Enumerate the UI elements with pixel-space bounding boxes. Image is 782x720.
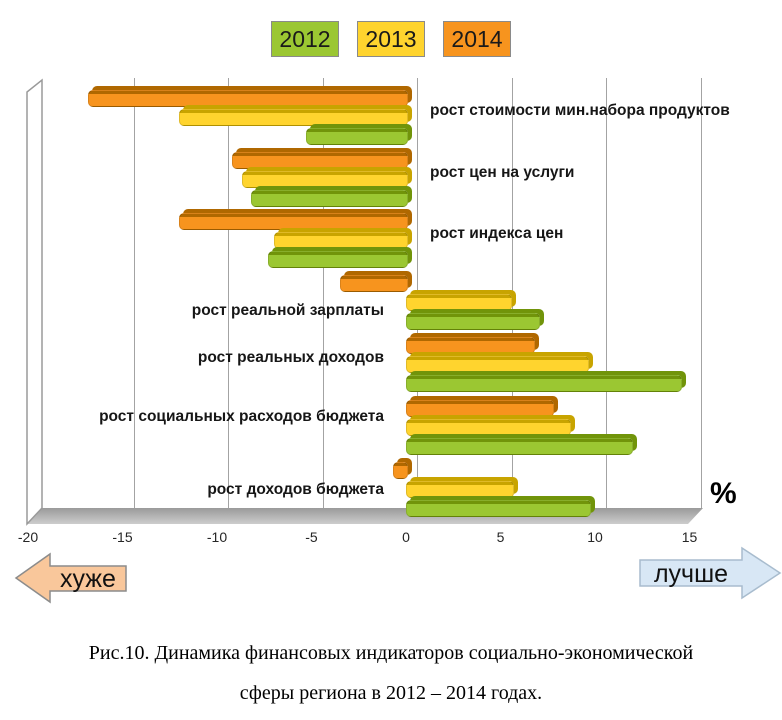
x-tick-label--20: -20 [17, 529, 39, 545]
worse-arrow: хуже [14, 552, 127, 604]
bar-2012-category-3 [406, 313, 541, 330]
bar-2012-category-1 [251, 190, 408, 207]
bar-2013-category-2 [273, 232, 408, 249]
bar-2013-category-4 [406, 356, 590, 373]
bar-2012-category-6 [406, 500, 592, 517]
bar-2012-category-5 [406, 438, 633, 455]
bar-2013-category-1 [241, 171, 408, 188]
category-label-6: рост доходов бюджета [207, 481, 384, 498]
bar-2013-category-0 [179, 109, 408, 126]
bar-2014-category-3 [339, 275, 408, 292]
bar-2012-category-2 [268, 251, 408, 268]
legend-item-2012: 2012 [271, 21, 339, 57]
x-tick-label-5: 5 [496, 529, 505, 545]
legend-label-2012: 2012 [279, 25, 331, 52]
x-tick-label-0: 0 [402, 529, 410, 545]
percent-axis-unit-label: % [710, 477, 737, 510]
category-label-5: рост социальных расходов бюджета [99, 408, 384, 425]
gridline-0 [417, 78, 418, 508]
gridline--5 [322, 78, 324, 508]
gridline-15 [700, 78, 702, 508]
worse-arrow-label: хуже [60, 565, 116, 593]
better-arrow: лучше [639, 546, 782, 600]
bar-2014-category-4 [406, 337, 535, 354]
caption-line-2: сферы региона в 2012 – 2014 годах. [239, 682, 543, 704]
x-tick-label-15: 15 [681, 529, 698, 545]
category-label-4: рост реальных доходов [197, 349, 384, 366]
left-arrow-icon [14, 552, 127, 604]
bar-2014-category-6 [392, 462, 408, 479]
legend-item-2014: 2014 [443, 21, 511, 57]
bar-2014-category-2 [179, 213, 408, 230]
category-label-0: рост стоимости мин.набора продуктов [430, 102, 730, 119]
bar-2013-category-6 [406, 481, 514, 498]
x-tick-label--15: -15 [112, 529, 133, 545]
gridline-10 [606, 78, 607, 508]
gridline--10 [228, 78, 229, 508]
bar-2013-category-5 [406, 419, 571, 436]
right-arrow-icon [639, 546, 782, 600]
category-label-1: рост цен на услуги [430, 164, 575, 181]
gridline-5 [511, 78, 513, 508]
legend: 2012 2013 2014 [0, 21, 782, 57]
bar-chart-plot-area: % -20 -15 -10 -5 0 5 10 15 рост стоимости мин.на… [17, 78, 737, 545]
bar-2014-category-5 [406, 400, 554, 417]
x-tick-label-10: 10 [587, 529, 603, 545]
bar-2014-category-1 [232, 152, 408, 169]
category-label-3: рост реальной зарплаты [191, 302, 384, 319]
bar-2013-category-3 [406, 294, 512, 311]
bar-2012-category-4 [406, 375, 683, 392]
legend-label-2013: 2013 [365, 25, 417, 52]
legend-item-2013: 2013 [357, 21, 425, 57]
axis-3d-wall [26, 78, 43, 526]
gridline--15 [133, 78, 135, 508]
figure-caption: Рис.10. Динамика финансовых индикаторов … [0, 633, 782, 713]
caption-line-1: Рис.10. Динамика финансовых индикаторов … [88, 642, 694, 664]
x-tick-label--5: -5 [305, 529, 318, 545]
x-tick-label--10: -10 [206, 529, 228, 545]
bar-2012-category-0 [305, 128, 408, 145]
axis-3d-floor [26, 508, 703, 524]
bar-2014-category-0 [88, 90, 408, 107]
better-arrow-label: лучше [654, 560, 728, 588]
category-label-2: рост индекса цен [430, 225, 564, 242]
legend-label-2014: 2014 [451, 25, 503, 52]
